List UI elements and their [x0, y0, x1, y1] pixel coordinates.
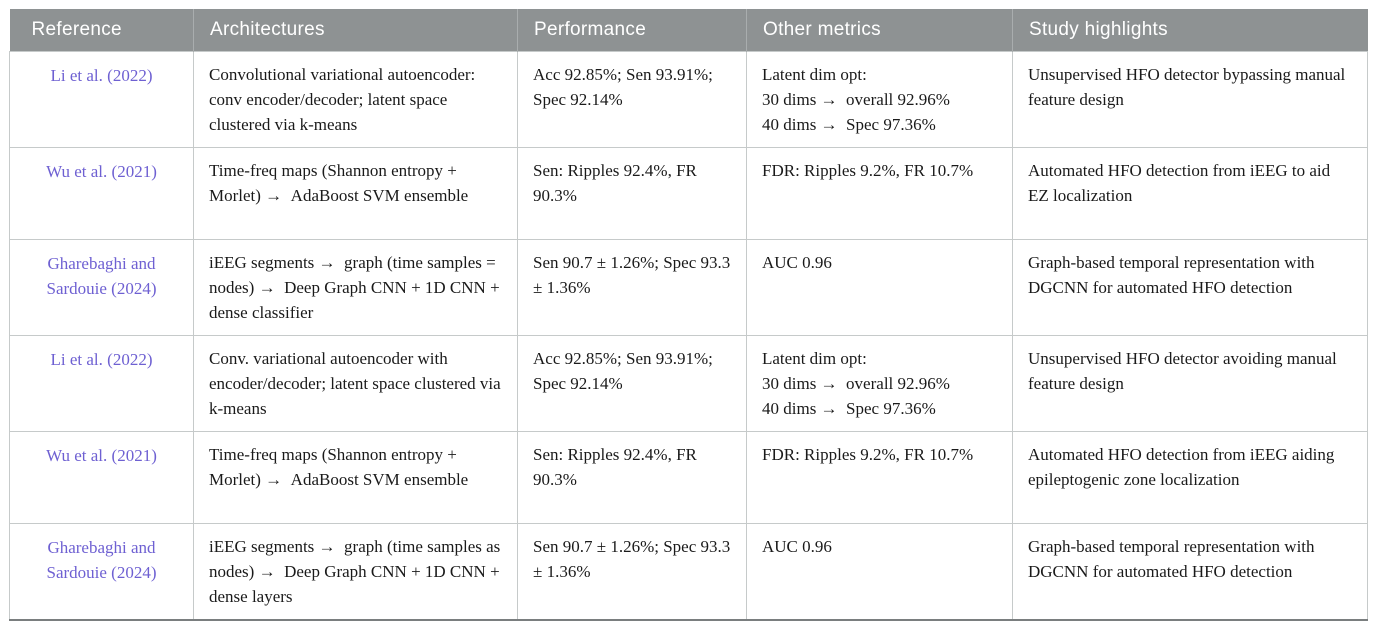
reference-cell: Li et al. (2022) — [9, 335, 194, 432]
reference-cell: Li et al. (2022) — [9, 51, 194, 148]
study-highlights-cell: Graph-based temporal representation with… — [1012, 239, 1368, 336]
study-review-table: Reference Architectures Performance Othe… — [9, 9, 1368, 621]
performance-cell: Acc 92.85%; Sen 93.91%; Spec 92.14% — [517, 51, 747, 148]
table-row: Li et al. (2022) Conv. variational autoe… — [9, 335, 1368, 432]
reference-link[interactable]: Li et al. (2022) — [50, 350, 153, 369]
column-header-architectures: Architectures — [193, 9, 518, 52]
performance-cell: Sen 90.7 ± 1.26%; Spec 93.3 ± 1.36% — [517, 523, 747, 621]
reference-link[interactable]: Wu et al. (2021) — [46, 162, 157, 181]
architectures-cell: iEEG segments → graph (time samples as n… — [193, 523, 518, 621]
architectures-cell: Conv. variational autoencoder with encod… — [193, 335, 518, 432]
study-highlights-cell: Automated HFO detection from iEEG to aid… — [1012, 147, 1368, 240]
other-metrics-cell: AUC 0.96 — [746, 239, 1013, 336]
column-header-study-highlights: Study highlights — [1012, 9, 1368, 52]
reference-cell: Gharebaghi and Sardouie (2024) — [9, 523, 194, 621]
study-highlights-cell: Unsupervised HFO detector bypassing manu… — [1012, 51, 1368, 148]
reference-link[interactable]: Li et al. (2022) — [50, 66, 153, 85]
study-highlights-cell: Unsupervised HFO detector avoiding manua… — [1012, 335, 1368, 432]
architectures-cell: Time-freq maps (Shannon entropy + Morlet… — [193, 147, 518, 240]
table-row: Gharebaghi and Sardouie (2024) iEEG segm… — [9, 239, 1368, 336]
other-metrics-cell: Latent dim opt: 30 dims → overall 92.96%… — [746, 335, 1013, 432]
architectures-cell: Time-freq maps (Shannon entropy + Morlet… — [193, 431, 518, 524]
reference-cell: Wu et al. (2021) — [9, 431, 194, 524]
reference-cell: Gharebaghi and Sardouie (2024) — [9, 239, 194, 336]
table-body: Li et al. (2022) Convolutional variation… — [9, 51, 1368, 621]
table-row: Gharebaghi and Sardouie (2024) iEEG segm… — [9, 523, 1368, 621]
column-header-reference: Reference — [9, 9, 194, 52]
table-row: Wu et al. (2021) Time-freq maps (Shannon… — [9, 147, 1368, 240]
column-header-performance: Performance — [517, 9, 747, 52]
table-row: Li et al. (2022) Convolutional variation… — [9, 51, 1368, 148]
study-highlights-cell: Automated HFO detection from iEEG aiding… — [1012, 431, 1368, 524]
table-row: Wu et al. (2021) Time-freq maps (Shannon… — [9, 431, 1368, 524]
architectures-cell: Convolutional variational autoencoder: c… — [193, 51, 518, 148]
performance-cell: Sen: Ripples 92.4%, FR 90.3% — [517, 431, 747, 524]
other-metrics-cell: FDR: Ripples 9.2%, FR 10.7% — [746, 147, 1013, 240]
column-header-other-metrics: Other metrics — [746, 9, 1013, 52]
performance-cell: Sen 90.7 ± 1.26%; Spec 93.3 ± 1.36% — [517, 239, 747, 336]
other-metrics-cell: Latent dim opt: 30 dims → overall 92.96%… — [746, 51, 1013, 148]
reference-link[interactable]: Gharebaghi and Sardouie (2024) — [46, 538, 157, 582]
performance-cell: Acc 92.85%; Sen 93.91%; Spec 92.14% — [517, 335, 747, 432]
performance-cell: Sen: Ripples 92.4%, FR 90.3% — [517, 147, 747, 240]
other-metrics-cell: FDR: Ripples 9.2%, FR 10.7% — [746, 431, 1013, 524]
reference-link[interactable]: Gharebaghi and Sardouie (2024) — [46, 254, 157, 298]
study-highlights-cell: Graph-based temporal representation with… — [1012, 523, 1368, 621]
reference-link[interactable]: Wu et al. (2021) — [46, 446, 157, 465]
architectures-cell: iEEG segments → graph (time samples = no… — [193, 239, 518, 336]
other-metrics-cell: AUC 0.96 — [746, 523, 1013, 621]
reference-cell: Wu et al. (2021) — [9, 147, 194, 240]
header-row: Reference Architectures Performance Othe… — [9, 9, 1368, 52]
table-header: Reference Architectures Performance Othe… — [9, 9, 1368, 52]
